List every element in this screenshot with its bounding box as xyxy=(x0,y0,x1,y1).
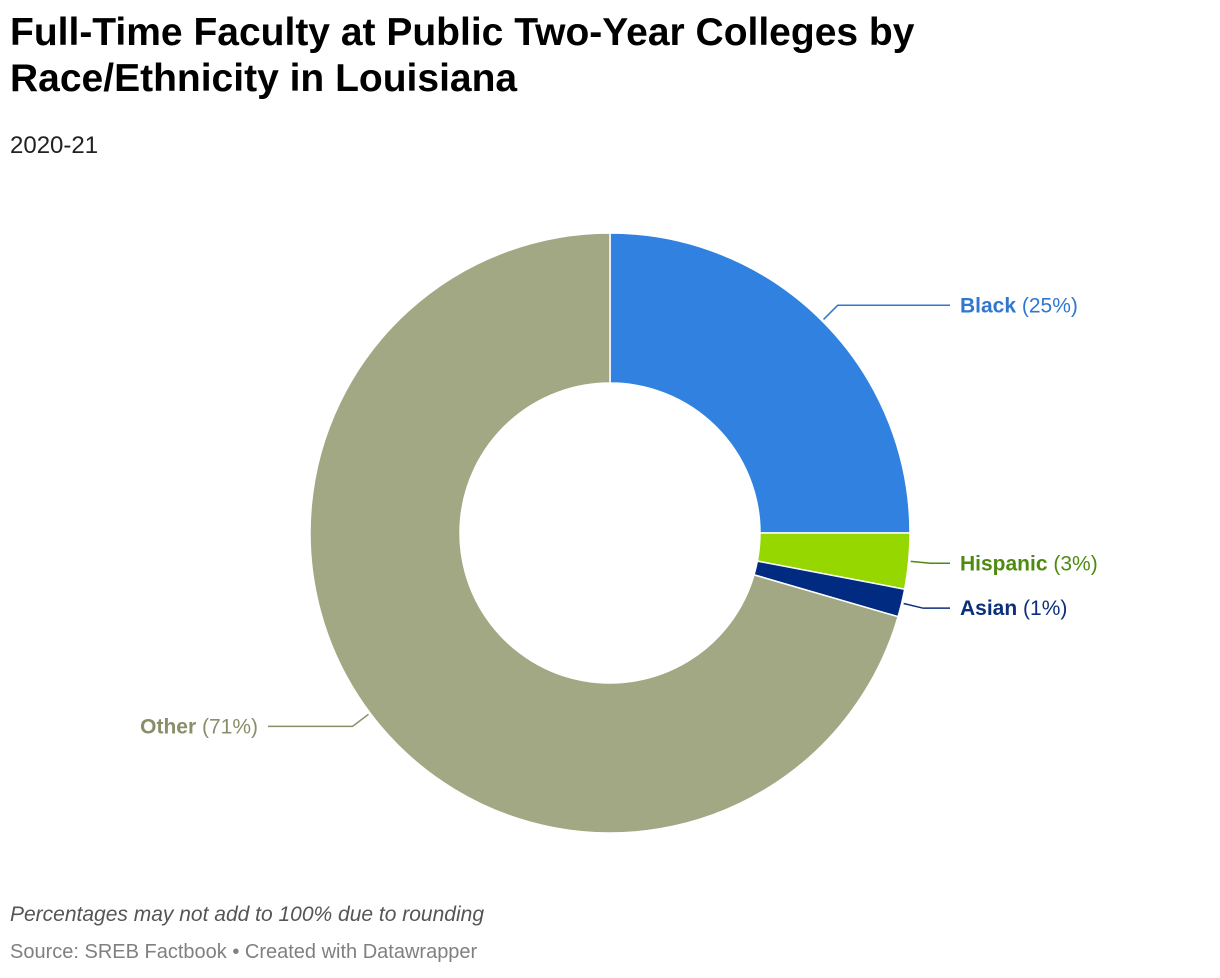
slice-label-value: (25%) xyxy=(1016,294,1078,317)
slice-label-hispanic: Hispanic (3%) xyxy=(960,552,1098,575)
slice-label-name: Black xyxy=(960,294,1016,317)
slice-label-other: Other (71%) xyxy=(140,715,258,738)
slice-other xyxy=(309,232,900,834)
source-line: Source: SREB Factbook • Created with Dat… xyxy=(10,941,478,963)
slice-label-value: (1%) xyxy=(1017,597,1067,620)
leader-line-asian xyxy=(903,602,950,609)
footnote: Percentages may not add to 100% due to r… xyxy=(10,903,484,926)
chart-subtitle: 2020-21 xyxy=(10,132,99,159)
slice-label-value: (3%) xyxy=(1048,552,1098,575)
donut-chart: Black (25%) Hispanic (3%) Asian (1%) Other … xyxy=(140,232,1098,834)
slice-label-name: Hispanic xyxy=(960,552,1048,575)
chart-title: Full-Time Faculty at Public Two-Year Col… xyxy=(10,11,915,100)
slice-label-value: (71%) xyxy=(196,715,258,738)
slice-black xyxy=(609,232,911,534)
slice-label-name: Asian xyxy=(960,597,1017,620)
leader-line-hispanic xyxy=(910,560,950,565)
slice-label-asian: Asian (1%) xyxy=(960,597,1067,620)
slice-label-black: Black (25%) xyxy=(960,294,1078,317)
leader-line-other xyxy=(268,713,369,728)
slice-label-name: Other xyxy=(140,715,196,738)
leader-line-black xyxy=(823,304,950,320)
